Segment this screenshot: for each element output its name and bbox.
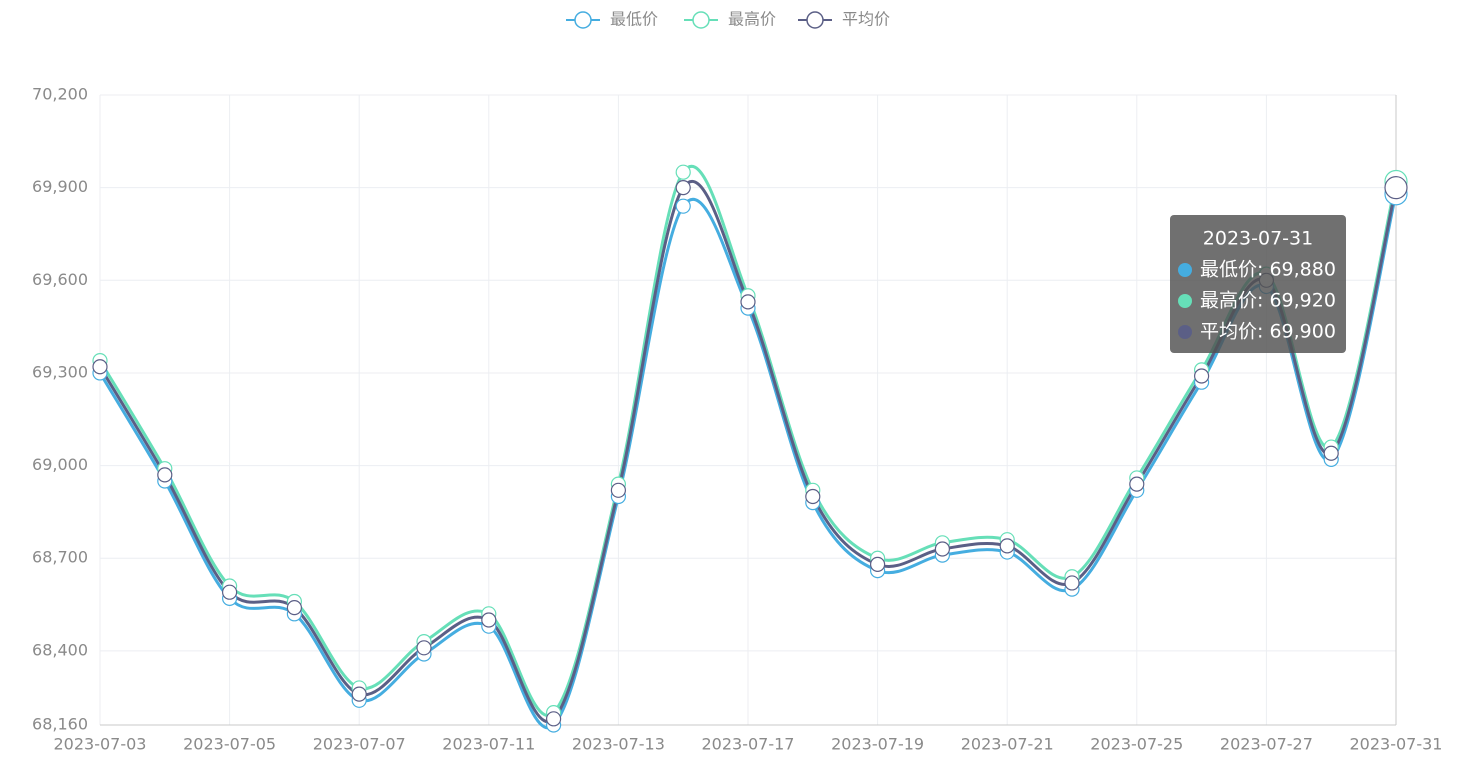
y-tick-label: 68,700 (32, 548, 88, 567)
x-tick-label: 2023-07-31 (1350, 735, 1443, 754)
point (416, 640, 432, 656)
point (805, 488, 821, 505)
point (869, 556, 886, 573)
tooltip-row: 平均价: 69,900 (1200, 321, 1336, 343)
legend-symbol (806, 11, 824, 29)
x-tick-label: 2023-07-07 (313, 735, 406, 754)
point (610, 482, 627, 498)
grid: 68,160 68,400 68,700 69,000 69,300 69,600 69,9… (32, 85, 1442, 754)
legend-symbol (574, 11, 592, 29)
x-tick-label: 2023-07-17 (702, 735, 795, 754)
point (675, 198, 691, 214)
point (675, 180, 691, 196)
tooltip-box (1170, 215, 1346, 353)
point (1129, 476, 1145, 492)
point (1064, 575, 1080, 591)
y-tick-label: 68,160 (32, 715, 88, 734)
point (545, 711, 562, 727)
point (1384, 176, 1408, 200)
point (92, 359, 108, 375)
markers (92, 164, 1408, 733)
x-tick-label: 2023-07-03 (54, 735, 147, 754)
point (1193, 368, 1210, 384)
point (740, 294, 756, 310)
tooltip: 2023-07-31 最低价: 69,880 最高价: 69,920 平均价: 69,… (1170, 215, 1346, 353)
point (481, 612, 497, 628)
x-tick-label: 2023-07-13 (572, 735, 665, 754)
point (1323, 445, 1339, 461)
tooltip-row: 最低价: 69,880 (1200, 259, 1336, 281)
legend-label: 平均价 (842, 10, 890, 29)
tooltip-dot (1178, 325, 1192, 339)
point (222, 584, 238, 600)
y-tick-label: 69,000 (32, 455, 88, 474)
y-tick-label: 69,300 (32, 362, 88, 381)
point (999, 538, 1015, 554)
legend-label: 最高价 (728, 10, 776, 29)
tooltip-dot (1178, 294, 1192, 308)
x-tick-label: 2023-07-25 (1090, 735, 1183, 754)
point (157, 467, 173, 483)
y-tick-label: 69,900 (32, 177, 88, 196)
tooltip-dot (1178, 263, 1192, 277)
x-tick-label: 2023-07-27 (1220, 735, 1313, 754)
point (675, 164, 691, 180)
y-tick-label: 70,200 (32, 85, 88, 104)
point (351, 686, 367, 702)
x-tick-label: 2023-07-11 (442, 735, 535, 754)
tooltip-row: 最高价: 69,920 (1200, 290, 1336, 312)
legend-label: 最低价 (610, 10, 658, 29)
point (286, 600, 302, 616)
x-tick-label: 2023-07-05 (183, 735, 276, 754)
y-tick-label: 69,600 (32, 270, 88, 289)
x-tick-label: 2023-07-21 (961, 735, 1054, 754)
point (934, 541, 951, 557)
y-tick-label: 68,400 (32, 640, 88, 659)
tooltip-title: 2023-07-31 (1203, 228, 1313, 250)
legend-symbol (692, 11, 710, 29)
x-tick-label: 2023-07-19 (831, 735, 924, 754)
legend: 最低价 最高价 平均价 (566, 10, 890, 29)
